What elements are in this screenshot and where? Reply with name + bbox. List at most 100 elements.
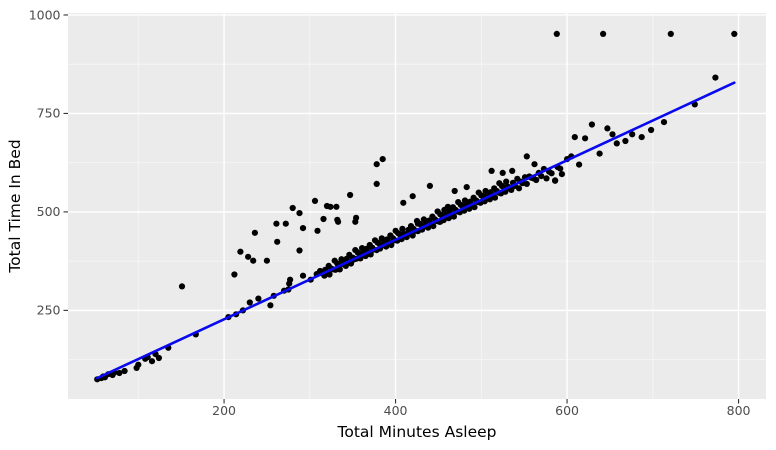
data-point bbox=[311, 197, 319, 204]
data-point bbox=[515, 185, 523, 192]
data-point bbox=[576, 161, 583, 168]
data-point bbox=[326, 271, 333, 278]
data-point bbox=[373, 161, 380, 168]
y-tick-labels: 250 500 750 1000 bbox=[29, 7, 61, 317]
data-point bbox=[274, 238, 281, 245]
data-point bbox=[667, 30, 674, 37]
data-point bbox=[660, 119, 668, 126]
data-point bbox=[596, 150, 603, 157]
y-tick-label: 1000 bbox=[29, 7, 61, 22]
data-point bbox=[604, 125, 611, 132]
data-point bbox=[267, 302, 274, 309]
data-point bbox=[347, 191, 354, 199]
data-point bbox=[282, 220, 289, 227]
data-point bbox=[571, 134, 578, 141]
data-point bbox=[231, 271, 238, 278]
plot-panel bbox=[68, 13, 766, 399]
data-point bbox=[414, 220, 421, 227]
data-point bbox=[178, 283, 186, 290]
data-point bbox=[299, 225, 307, 232]
data-point bbox=[320, 215, 327, 223]
data-point bbox=[588, 121, 596, 128]
data-point bbox=[420, 216, 427, 223]
data-point bbox=[548, 170, 555, 177]
data-point bbox=[629, 131, 636, 138]
x-axis-title: Total Minutes Asleep bbox=[337, 423, 497, 441]
data-point bbox=[499, 169, 506, 176]
data-point bbox=[333, 203, 340, 210]
data-point bbox=[245, 253, 252, 260]
x-tick-labels: 200 400 600 800 bbox=[212, 403, 750, 418]
data-point bbox=[533, 176, 540, 184]
x-tick-label: 200 bbox=[212, 403, 236, 418]
data-point bbox=[731, 30, 738, 37]
data-point bbox=[148, 358, 156, 365]
data-point bbox=[531, 161, 538, 168]
data-point bbox=[463, 184, 470, 191]
y-axis-title: Total Time In Bed bbox=[6, 139, 24, 273]
data-point bbox=[538, 173, 545, 180]
data-point bbox=[582, 135, 589, 142]
data-point bbox=[135, 361, 142, 368]
data-point bbox=[488, 167, 495, 174]
data-point bbox=[379, 156, 386, 163]
data-point bbox=[450, 213, 457, 220]
data-point bbox=[250, 257, 257, 264]
data-point bbox=[314, 227, 321, 234]
data-point bbox=[491, 194, 499, 201]
data-point bbox=[353, 214, 360, 221]
x-tick-label: 400 bbox=[384, 403, 408, 418]
data-point bbox=[409, 193, 416, 200]
data-point bbox=[600, 30, 607, 37]
data-point bbox=[400, 199, 407, 206]
data-point bbox=[287, 276, 294, 283]
data-point bbox=[509, 167, 516, 174]
gridlines-major bbox=[68, 13, 766, 399]
data-point bbox=[273, 220, 280, 227]
data-point bbox=[523, 180, 530, 187]
data-point bbox=[622, 137, 629, 145]
data-point bbox=[299, 272, 307, 279]
data-point bbox=[399, 225, 406, 232]
data-point bbox=[451, 187, 458, 195]
data-point bbox=[121, 367, 128, 375]
data-point bbox=[553, 30, 560, 37]
data-point bbox=[543, 175, 550, 182]
data-point bbox=[296, 210, 303, 217]
trend-line bbox=[95, 81, 736, 380]
data-point bbox=[471, 204, 478, 211]
y-tick-label: 750 bbox=[37, 106, 61, 121]
data-point bbox=[296, 247, 303, 254]
data-point bbox=[648, 126, 655, 134]
data-point bbox=[609, 131, 616, 138]
data-point bbox=[336, 266, 343, 273]
data-point bbox=[255, 295, 262, 302]
data-point bbox=[251, 229, 258, 236]
y-tick-label: 500 bbox=[37, 204, 61, 219]
gridlines-minor bbox=[68, 13, 766, 399]
data-point bbox=[426, 182, 433, 189]
data-point bbox=[444, 203, 451, 210]
data-point bbox=[557, 165, 564, 172]
data-point bbox=[378, 235, 385, 242]
data-point bbox=[503, 178, 510, 185]
data-point bbox=[558, 171, 566, 178]
data-point bbox=[263, 257, 270, 264]
x-tick-label: 600 bbox=[555, 403, 579, 418]
data-point bbox=[712, 74, 719, 81]
data-point bbox=[508, 186, 515, 193]
data-point bbox=[289, 204, 296, 212]
data-point bbox=[638, 134, 645, 141]
data-point bbox=[482, 187, 489, 195]
axis-tick-marks bbox=[63, 14, 740, 404]
data-point bbox=[327, 203, 334, 210]
y-tick-label: 250 bbox=[37, 303, 61, 318]
data-point bbox=[461, 197, 469, 204]
data-point bbox=[430, 223, 437, 230]
data-point bbox=[523, 153, 530, 160]
data-point bbox=[246, 299, 253, 306]
data-point bbox=[552, 177, 559, 184]
data-point bbox=[373, 180, 380, 187]
